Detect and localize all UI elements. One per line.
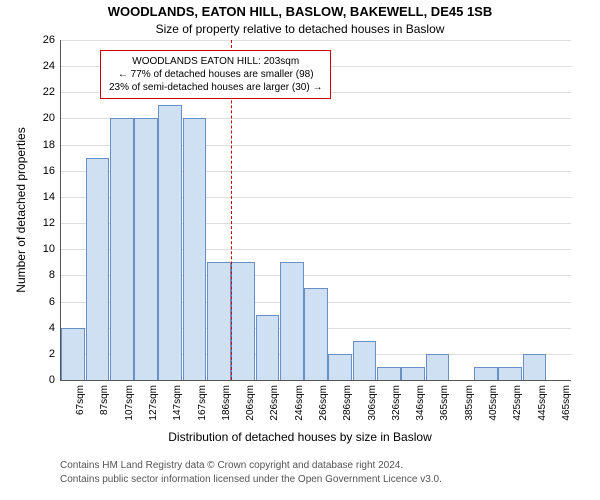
y-tick-label: 20 xyxy=(25,112,55,124)
y-tick-label: 22 xyxy=(25,86,55,98)
y-tick-label: 0 xyxy=(25,374,55,386)
x-axis-label: Distribution of detached houses by size … xyxy=(0,430,600,444)
annotation-line-3: 23% of semi-detached houses are larger (… xyxy=(109,81,322,94)
footer-line-1: Contains HM Land Registry data © Crown c… xyxy=(60,460,590,471)
gridline xyxy=(61,40,571,41)
x-tick-label: 306sqm xyxy=(367,385,378,421)
annotation-box: WOODLANDS EATON HILL: 203sqm← 77% of det… xyxy=(100,50,331,99)
y-tick-label: 14 xyxy=(25,191,55,203)
x-tick-label: 425sqm xyxy=(512,385,523,421)
bar xyxy=(523,354,547,380)
x-tick-label: 167sqm xyxy=(197,385,208,421)
chart-title-sub: Size of property relative to detached ho… xyxy=(0,22,600,36)
x-tick-label: 186sqm xyxy=(221,385,232,421)
x-tick-label: 346sqm xyxy=(415,385,426,421)
bar xyxy=(353,341,377,380)
bar xyxy=(61,328,85,380)
y-tick-label: 4 xyxy=(25,322,55,334)
annotation-line-1: WOODLANDS EATON HILL: 203sqm xyxy=(109,55,322,68)
x-tick-label: 226sqm xyxy=(269,385,280,421)
bar xyxy=(401,367,425,380)
footer-line-2: Contains public sector information licen… xyxy=(60,474,590,485)
bar xyxy=(231,262,255,380)
bar xyxy=(426,354,450,380)
x-tick-label: 127sqm xyxy=(148,385,159,421)
x-tick-label: 385sqm xyxy=(464,385,475,421)
bar xyxy=(328,354,352,380)
x-tick-label: 206sqm xyxy=(245,385,256,421)
x-tick-label: 465sqm xyxy=(561,385,572,421)
bar xyxy=(474,367,498,380)
y-tick-label: 2 xyxy=(25,348,55,360)
bar xyxy=(183,118,207,380)
annotation-line-2: ← 77% of detached houses are smaller (98… xyxy=(109,68,322,81)
y-tick-label: 10 xyxy=(25,243,55,255)
x-tick-label: 326sqm xyxy=(391,385,402,421)
x-tick-label: 67sqm xyxy=(75,385,86,415)
x-tick-label: 405sqm xyxy=(488,385,499,421)
x-tick-label: 87sqm xyxy=(99,385,110,415)
y-tick-label: 16 xyxy=(25,165,55,177)
bar xyxy=(110,118,134,380)
x-tick-label: 286sqm xyxy=(342,385,353,421)
bar xyxy=(256,315,280,380)
bar xyxy=(158,105,182,380)
y-tick-label: 12 xyxy=(25,217,55,229)
bar xyxy=(207,262,231,380)
x-tick-label: 147sqm xyxy=(172,385,183,421)
chart-title-main: WOODLANDS, EATON HILL, BASLOW, BAKEWELL,… xyxy=(0,4,600,19)
bar xyxy=(498,367,522,380)
bar xyxy=(134,118,158,380)
x-tick-label: 266sqm xyxy=(318,385,329,421)
x-tick-label: 445sqm xyxy=(537,385,548,421)
bar xyxy=(280,262,304,380)
y-tick-label: 26 xyxy=(25,34,55,46)
bar xyxy=(86,158,110,380)
x-tick-label: 107sqm xyxy=(124,385,135,421)
x-tick-label: 365sqm xyxy=(439,385,450,421)
y-tick-label: 8 xyxy=(25,269,55,281)
y-tick-label: 6 xyxy=(25,296,55,308)
bar xyxy=(377,367,401,380)
y-tick-label: 24 xyxy=(25,60,55,72)
bar xyxy=(304,288,328,380)
x-tick-label: 246sqm xyxy=(294,385,305,421)
y-tick-label: 18 xyxy=(25,139,55,151)
